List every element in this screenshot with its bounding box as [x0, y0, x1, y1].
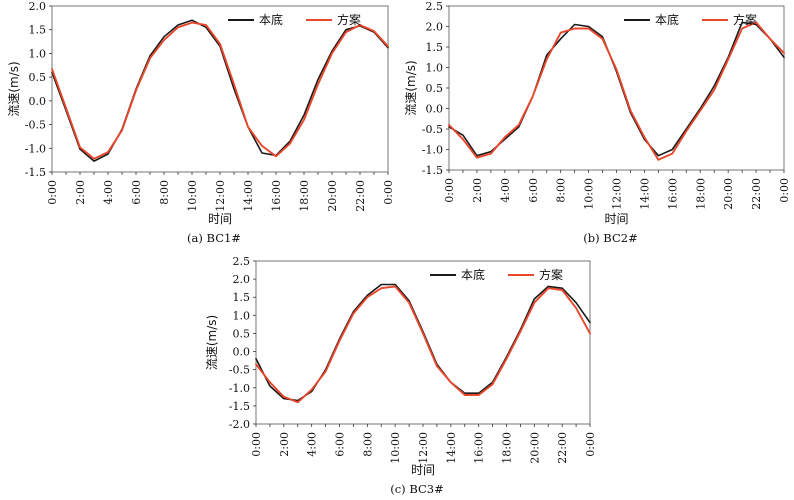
y-tick-label: 1.0 — [426, 62, 444, 75]
x-tick-label: 14:00 — [445, 432, 458, 464]
x-tick-label: 2:00 — [278, 432, 291, 457]
x-tick-label: 16:00 — [270, 180, 283, 212]
y-tick-label: -1.5 — [422, 164, 443, 177]
y-tick-label: -1.0 — [422, 144, 443, 157]
x-tick-label: 10:00 — [389, 432, 402, 464]
y-tick-label: 0.0 — [426, 103, 444, 116]
y-tick-label: 1.5 — [426, 41, 444, 54]
x-tick-label: 6:00 — [334, 432, 347, 457]
x-tick-label: 0:00 — [250, 432, 263, 457]
y-tick-label: 2.0 — [426, 21, 444, 34]
x-tick-label: 14:00 — [242, 180, 255, 212]
x-tick-label: 0:00 — [382, 180, 395, 205]
x-tick-label: 0:00 — [778, 178, 791, 203]
x-tick-label: 10:00 — [583, 178, 596, 210]
x-tick-label: 6:00 — [130, 180, 143, 205]
plot-frame — [448, 5, 785, 171]
legend-label: 方案 — [539, 267, 563, 282]
x-tick-label: 22:00 — [750, 178, 763, 210]
x-tick-label: 18:00 — [501, 432, 514, 464]
x-tick-label: 4:00 — [102, 180, 115, 205]
legend-label: 本底 — [655, 12, 679, 27]
x-tick-label: 16:00 — [666, 178, 679, 210]
chart-bc2: -1.5 -1.0 -0.5 0.0 0.5 1.0 1.5 2.0 2.5 0:00 2:00 4:… — [404, 0, 791, 245]
y-tick-label: -1.5 — [229, 400, 250, 413]
x-tick-label: 12:00 — [611, 178, 624, 210]
series-line-baseline — [255, 283, 591, 402]
x-tick-label: 10:00 — [186, 180, 199, 212]
x-tick-label: 22:00 — [354, 180, 367, 212]
y-tick-label: 2.5 — [233, 255, 251, 268]
chart-bc3: -2.0 -1.5 -1.0 -0.5 0.0 0.5 1.0 1.5 2.0 2.5 0:00 2:… — [205, 255, 597, 496]
x-tick-label: 6:00 — [527, 178, 540, 203]
y-axis-title: 流速(m/s) — [404, 60, 418, 115]
x-tick-label: 8:00 — [158, 180, 171, 205]
y-tick-label: -0.5 — [25, 119, 46, 132]
y-tick-label: 2.0 — [29, 0, 47, 13]
chart-bc1: -1.5 -1.0 -0.5 0.0 0.5 1.0 1.5 2.0 0:00 2:00 4:00 6… — [7, 0, 395, 245]
chart-panel-bc1: -1.5 -1.0 -0.5 0.0 0.5 1.0 1.5 2.0 0:00 2:00 4:00 6… — [0, 0, 397, 250]
x-tick-label: 4:00 — [306, 432, 319, 457]
x-tick-label: 8:00 — [555, 178, 568, 203]
x-tick-label: 20:00 — [528, 432, 541, 464]
x-tick-label: 2:00 — [471, 178, 484, 203]
chart-caption: (c) BC3# — [390, 482, 444, 496]
x-tick-label: 14:00 — [638, 178, 651, 210]
y-tick-label: -1.0 — [25, 142, 46, 155]
x-tick-label: 0:00 — [46, 180, 59, 205]
x-tick-label: 18:00 — [298, 180, 311, 212]
chart-panel-bc3: -2.0 -1.5 -1.0 -0.5 0.0 0.5 1.0 1.5 2.0 2.5 0:00 2:… — [198, 252, 598, 500]
series-line-scheme — [51, 21, 389, 160]
y-tick-label: 0.5 — [29, 71, 47, 84]
x-tick-label: 12:00 — [417, 432, 430, 464]
y-tick-label: 0.0 — [29, 95, 47, 108]
y-tick-label: 1.5 — [233, 291, 251, 304]
y-tick-label: -1.0 — [229, 382, 250, 395]
y-tick-label: 0.0 — [233, 346, 251, 359]
x-axis-title: 时间 — [604, 212, 628, 226]
x-axis-title: 时间 — [208, 212, 232, 226]
legend-label: 本底 — [461, 267, 485, 282]
y-axis-title: 流速(m/s) — [205, 315, 219, 370]
y-axis-title: 流速(m/s) — [7, 61, 21, 116]
x-tick-label: 12:00 — [214, 180, 227, 212]
x-tick-label: 20:00 — [722, 178, 735, 210]
chart-caption: (a) BC1# — [187, 231, 241, 245]
chart-caption: (b) BC2# — [583, 231, 637, 245]
x-tick-label: 16:00 — [473, 432, 486, 464]
series-line-scheme — [448, 21, 785, 161]
y-tick-label: 0.5 — [426, 82, 444, 95]
x-tick-label: 0:00 — [584, 432, 597, 457]
x-tick-label: 8:00 — [361, 432, 374, 457]
y-tick-label: 2.5 — [426, 0, 444, 13]
series-line-baseline — [51, 19, 389, 162]
y-tick-label: 1.0 — [233, 309, 251, 322]
y-tick-label: -2.0 — [229, 418, 250, 431]
x-tick-label: 22:00 — [556, 432, 569, 464]
x-tick-label: 0:00 — [443, 178, 456, 203]
series-line-scheme — [255, 285, 591, 404]
legend-label: 方案 — [337, 12, 361, 27]
x-tick-label: 20:00 — [326, 180, 339, 212]
y-tick-label: 1.0 — [29, 47, 47, 60]
plot-frame — [51, 5, 389, 173]
x-tick-label: 18:00 — [694, 178, 707, 210]
legend-label: 本底 — [259, 12, 283, 27]
y-tick-label: -1.5 — [25, 166, 46, 179]
y-tick-label: 0.5 — [233, 327, 251, 340]
x-tick-label: 2:00 — [74, 180, 87, 205]
y-tick-label: -0.5 — [422, 123, 443, 136]
y-tick-label: 1.5 — [29, 24, 47, 37]
series-line-baseline — [448, 21, 785, 157]
plot-frame — [255, 260, 591, 425]
y-tick-label: -0.5 — [229, 364, 250, 377]
x-tick-label: 4:00 — [499, 178, 512, 203]
legend-label: 方案 — [733, 12, 757, 27]
x-axis-title: 时间 — [411, 463, 435, 477]
chart-panel-bc2: -1.5 -1.0 -0.5 0.0 0.5 1.0 1.5 2.0 2.5 0:00 2:00 4:… — [397, 0, 794, 250]
y-tick-label: 2.0 — [233, 273, 251, 286]
